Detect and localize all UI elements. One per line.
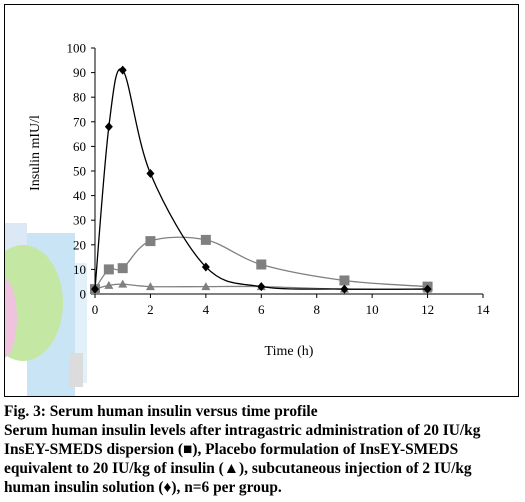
- data-point-triangle: [118, 279, 128, 288]
- data-point-square: [256, 259, 267, 270]
- y-tick-label: 30: [73, 213, 86, 228]
- data-point-diamond: [340, 284, 349, 294]
- y-tick-label: 80: [73, 90, 86, 105]
- series-diamond: [91, 65, 432, 294]
- x-tick-label: 12: [421, 302, 434, 317]
- data-point-diamond: [423, 284, 432, 294]
- series-line-diamond: [94, 68, 428, 290]
- figure-caption-title: Fig. 3: Serum human insulin versus time …: [4, 403, 318, 420]
- y-tick-label: 90: [73, 65, 86, 80]
- x-axis-label: Time (h): [265, 344, 314, 359]
- data-point-square: [145, 236, 156, 247]
- data-point-triangle: [201, 282, 211, 291]
- x-tick-label: 4: [203, 302, 210, 317]
- line-chart: 0 10 20 30 40 50 60 70 80 90 100 0 2 4 6 8 10 12 14 Insuli…: [28, 41, 491, 360]
- axes: 0 10 20 30 40 50 60 70 80 90 100 0 2 4 6 8 10 12 14: [67, 41, 491, 318]
- data-point-square: [117, 263, 128, 274]
- data-point-diamond: [257, 282, 266, 292]
- data-point-diamond: [201, 262, 210, 272]
- y-tick-label: 10: [73, 262, 86, 277]
- y-tick-label: 60: [73, 139, 86, 154]
- x-tick-label: 14: [477, 302, 491, 317]
- decorative-color-blob: [5, 223, 87, 396]
- figure-caption-text: Serum human insulin levels after intraga…: [4, 422, 481, 496]
- y-tick-label: 50: [73, 164, 86, 179]
- y-tick-label: 100: [67, 41, 87, 56]
- data-point-diamond: [118, 65, 127, 75]
- data-point-diamond: [91, 284, 99, 294]
- x-tick-label: 6: [258, 302, 265, 317]
- y-tick-label: 70: [73, 114, 86, 129]
- y-tick-label: 0: [80, 287, 87, 302]
- x-tick-label: 8: [313, 302, 320, 317]
- y-tick-label: 40: [73, 188, 86, 203]
- data-point-triangle: [145, 282, 155, 291]
- chart-panel: 0 10 20 30 40 50 60 70 80 90 100 0 2 4 6 8 10 12 14 Insuli…: [4, 4, 519, 397]
- series-layer: [90, 65, 433, 295]
- data-point-diamond: [104, 122, 113, 132]
- x-tick-label: 10: [366, 302, 379, 317]
- data-point-square: [103, 264, 114, 275]
- data-point-square: [200, 234, 211, 245]
- data-point-triangle: [104, 280, 114, 289]
- x-tick-label: 0: [92, 302, 99, 317]
- y-axis-label: Insulin mIU/l: [28, 115, 43, 191]
- data-point-diamond: [146, 168, 155, 178]
- data-point-square: [339, 275, 350, 286]
- y-tick-label: 20: [73, 237, 86, 252]
- x-tick-label: 2: [147, 302, 154, 317]
